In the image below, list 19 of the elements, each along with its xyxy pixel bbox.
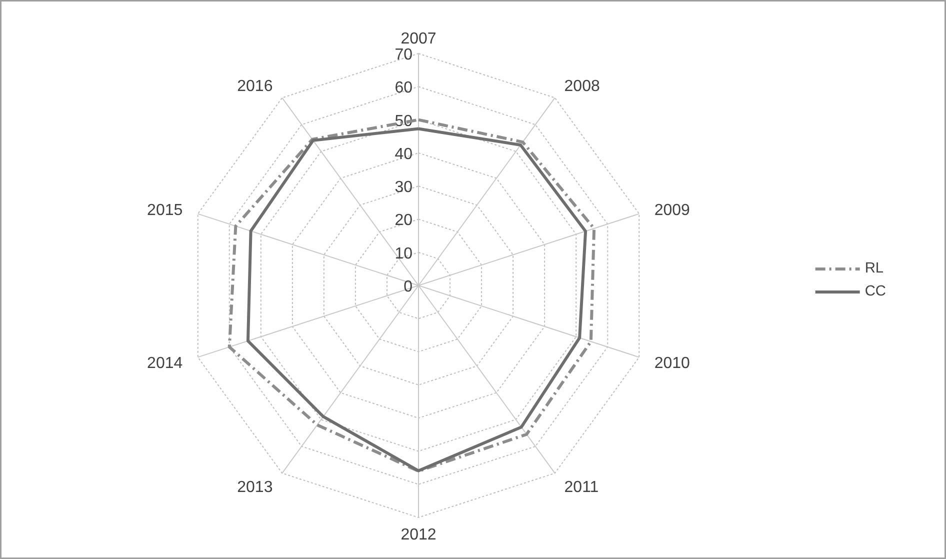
y-tick-label: 40 (394, 146, 413, 163)
spoke-label: 2012 (400, 526, 436, 544)
y-tick-label: 20 (394, 212, 413, 230)
spoke-label: 2008 (564, 78, 600, 95)
y-tick-label: 30 (394, 179, 413, 196)
spoke-label: 2010 (654, 355, 690, 372)
spoke-label: 2014 (147, 355, 183, 372)
spoke-label: 2016 (237, 78, 273, 95)
y-tick-label: 0 (404, 278, 413, 296)
spoke-label: 2007 (400, 30, 436, 48)
spoke-label: 2011 (564, 479, 599, 496)
spoke-label: 2013 (237, 479, 273, 496)
y-tick-label: 10 (394, 245, 413, 262)
spoke-label: 2009 (654, 202, 690, 219)
legend-label: RL (864, 260, 885, 276)
y-tick-label: 70 (394, 46, 413, 64)
legend-label: CC (864, 283, 886, 299)
y-tick-label: 60 (394, 80, 413, 97)
spoke-label: 2015 (147, 202, 183, 219)
